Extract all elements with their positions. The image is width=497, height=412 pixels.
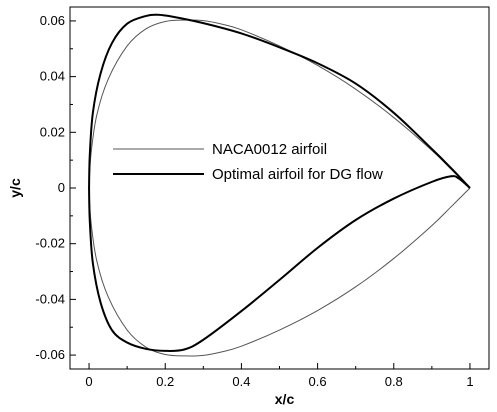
legend: NACA0012 airfoil Optimal airfoil for DG …	[113, 141, 383, 183]
y-tick-label: 0.04	[40, 69, 65, 84]
y-tick-label: -0.06	[35, 347, 65, 362]
x-tick-label: 0.6	[309, 374, 327, 389]
y-axis-label: y/c	[7, 178, 23, 198]
legend-label-naca0012: NACA0012 airfoil	[212, 141, 327, 158]
plot-frame	[69, 6, 490, 370]
series-layer	[88, 13, 471, 357]
series-optimal-lower	[88, 175, 471, 352]
x-tick-label: 0	[85, 374, 92, 389]
y-tick-label: 0.06	[40, 13, 65, 28]
series-optimal-upper	[88, 13, 471, 189]
y-tick-label: 0.02	[40, 124, 65, 139]
y-tick-label: -0.02	[35, 236, 65, 251]
series-naca0012-lower	[88, 187, 471, 357]
y-tick-label: 0	[58, 180, 65, 195]
y-tick-label: -0.04	[35, 291, 65, 306]
x-tick-label: 0.4	[232, 374, 250, 389]
legend-label-optimal: Optimal airfoil for DG flow	[212, 166, 383, 183]
x-axis-label: x/c	[275, 391, 295, 407]
tick-layer: 0 0.2 0.4 0.6 0.8 1 -0.06 -0.04 -0.02 0 0.02 0.04 0.…	[35, 13, 473, 389]
x-tick-label: 1	[466, 374, 473, 389]
series-naca0012-upper	[88, 19, 471, 189]
x-tick-label: 0.8	[385, 374, 403, 389]
x-tick-label: 0.2	[156, 374, 174, 389]
